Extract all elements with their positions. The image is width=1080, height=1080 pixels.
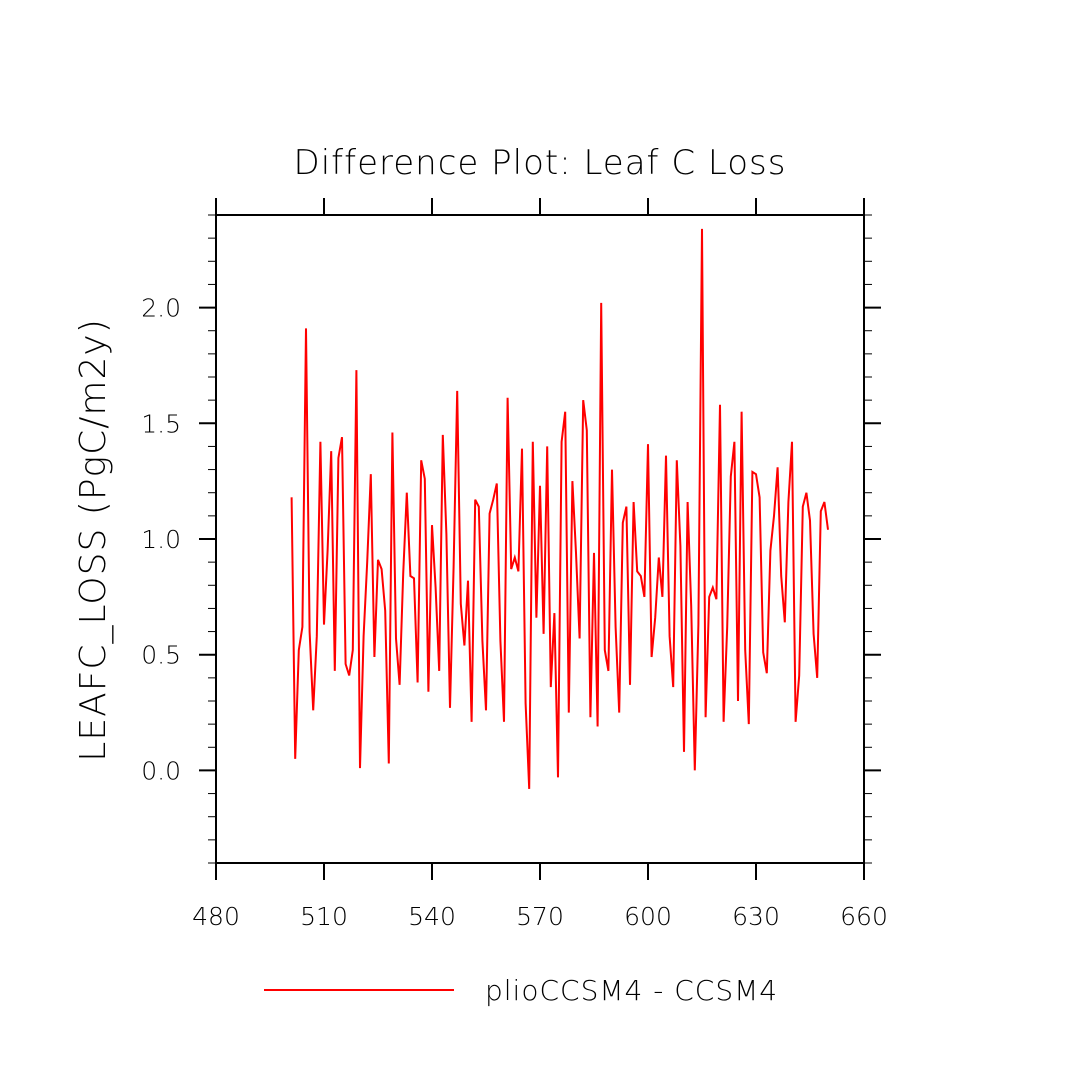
tick-labels: 480 510 540 570 600 630 660 0.0 0.5 1.0 1.5 2.0 (141, 294, 888, 931)
legend: plioCCSM4 - CCSM4 (264, 974, 778, 1007)
legend-label: plioCCSM4 - CCSM4 (485, 974, 778, 1007)
major-ticks (199, 198, 881, 880)
y-tick-label: 2.0 (141, 294, 181, 323)
minor-ticks (208, 214, 872, 864)
y-axis-label: LEAFC_LOSS (PgC/m2y) (73, 318, 114, 761)
x-tick-label: 600 (624, 902, 672, 931)
y-tick-label: 0.5 (141, 641, 181, 670)
y-tick-label: 1.5 (141, 409, 181, 438)
x-tick-label: 540 (408, 902, 456, 931)
x-tick-label: 570 (516, 902, 564, 931)
y-tick-label: 1.0 (141, 525, 181, 554)
x-tick-label: 510 (300, 902, 348, 931)
x-tick-label: 660 (840, 902, 888, 931)
plot-frame (215, 214, 865, 864)
series-line (290, 228, 829, 789)
y-tick-label: 0.0 (141, 756, 181, 785)
chart-title: Difference Plot: Leaf C Loss (294, 143, 787, 183)
x-tick-label: 480 (192, 902, 240, 931)
x-tick-label: 630 (732, 902, 780, 931)
